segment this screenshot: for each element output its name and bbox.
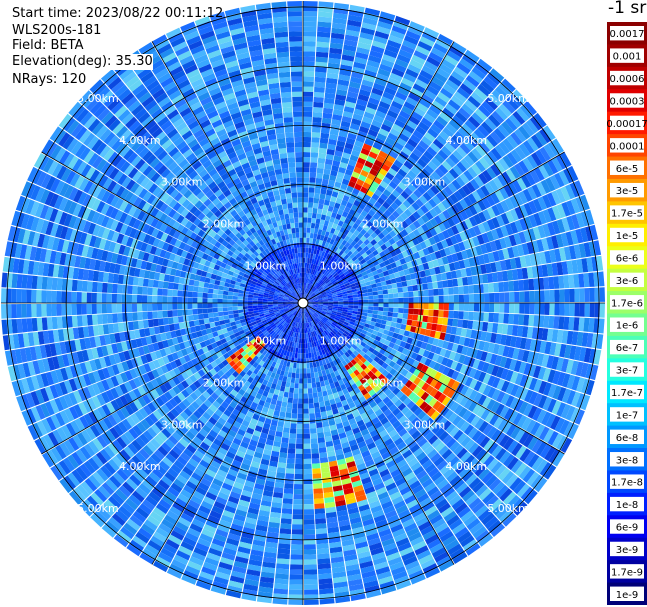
colorbar-label-bg xyxy=(610,541,644,557)
colorbar-label-bg xyxy=(610,496,644,512)
ring-label: 2.00km xyxy=(203,377,245,390)
colorbar-label-bg xyxy=(610,138,644,153)
colorbar-label-bg xyxy=(610,93,644,108)
azimuth-spoke xyxy=(302,151,565,304)
azimuth-spoke xyxy=(151,41,304,304)
azimuth-spoke xyxy=(302,41,455,304)
colorbar-label-bg xyxy=(610,227,644,243)
colorbar-label-bg xyxy=(610,564,644,579)
range-rings xyxy=(1,1,605,605)
colorbar-label: 6e-7 xyxy=(616,343,639,354)
colorbar-label: 1.7e-9 xyxy=(611,567,643,578)
azimuth-spoke xyxy=(302,302,455,565)
colorbar-label-bg xyxy=(610,182,644,198)
colorbar-label-bg xyxy=(610,474,644,489)
colorbar-label: 3e-6 xyxy=(616,276,639,287)
colorbar-label-bg xyxy=(610,70,644,86)
colorbar-label-bg xyxy=(610,519,644,534)
colorbar-label: 3e-7 xyxy=(616,366,639,377)
ring-label: 2.00km xyxy=(362,217,404,230)
colorbar-label-bg xyxy=(610,452,644,467)
ring-label: 5.00km xyxy=(77,502,119,515)
field-label: Field: BETA xyxy=(12,38,84,53)
colorbar-label: 1.7e-7 xyxy=(611,388,643,399)
ring-label: 4.00km xyxy=(445,460,487,473)
colorbar-label-bg xyxy=(610,295,644,310)
radar-center xyxy=(297,297,309,309)
colorbar-label: 1e-9 xyxy=(616,590,639,601)
colorbar-label: 0.0006 xyxy=(610,74,645,85)
elevation-label: Elevation(deg): 35.30 xyxy=(12,54,153,70)
ring-label: 3.00km xyxy=(404,418,446,431)
colorbar-label: 1e-8 xyxy=(616,500,639,511)
colorbar-label-bg xyxy=(610,586,644,601)
colorbar-label: 6e-8 xyxy=(616,433,639,444)
colorbar-label: 1e-6 xyxy=(616,321,639,332)
colorbar-label-bg xyxy=(610,250,644,265)
colorbar-label: 6e-5 xyxy=(616,164,639,175)
azimuth-spoke xyxy=(302,302,565,455)
colorbar-label-bg xyxy=(610,317,644,332)
ring-label: 2.00km xyxy=(203,217,245,230)
colorbar-label: 6e-6 xyxy=(616,253,639,264)
ring-labels: 1.00km 1.00km 1.00km 1.00km 2.00km 2.00km 2.00… xyxy=(77,92,529,515)
colorbar-label-bg xyxy=(610,48,644,63)
colorbar-title: -1 sr xyxy=(608,0,647,18)
ring-label: 4.00km xyxy=(119,460,161,473)
colorbar-label-bg xyxy=(610,362,644,377)
colorbar-label-bg xyxy=(610,205,644,220)
colorbar-label-bg xyxy=(610,339,644,355)
colorbar-label-bg xyxy=(610,407,644,422)
colorbar-label: 3e-9 xyxy=(616,545,639,556)
azimuth-spoke xyxy=(41,302,304,455)
azimuth-spoke xyxy=(41,151,304,304)
colorbar-label-bg xyxy=(610,384,644,400)
instrument-label: WLS200s-181 xyxy=(12,23,102,38)
ray-gates xyxy=(1,1,605,605)
colorbar-label-bg xyxy=(610,272,644,288)
colorbar-label: 0.0001 xyxy=(610,141,645,152)
colorbar: 0.0017 0.001 0.0006 0.0003 0.00017 0.0001 6e-5… xyxy=(607,22,647,605)
ring-label: 3.00km xyxy=(404,176,446,189)
ring-label: 1.00km xyxy=(245,259,287,272)
colorbar-label-bg xyxy=(610,160,644,175)
colorbar-label: 0.00017 xyxy=(607,119,647,130)
ring-label: 1.00km xyxy=(245,335,287,348)
colorbar-label: 1e-7 xyxy=(616,410,639,421)
ring-label: 5.00km xyxy=(487,92,529,105)
colorbar-label-bg xyxy=(610,26,644,41)
ring-label: 2.00km xyxy=(362,377,404,390)
ring-label: 4.00km xyxy=(445,134,487,147)
colorbar-label-bg xyxy=(610,115,644,131)
ring-label: 1.00km xyxy=(320,259,362,272)
ring-label: 3.00km xyxy=(161,176,203,189)
colorbar-label: 0.0017 xyxy=(610,29,645,40)
colorbar-label: 1e-5 xyxy=(616,231,639,242)
ring-label: 5.00km xyxy=(487,502,529,515)
azimuth-spoke xyxy=(151,302,304,565)
ring-label: 5.00km xyxy=(77,92,119,105)
colorbar-label: 1.7e-8 xyxy=(611,478,643,489)
colorbar-label: 3e-8 xyxy=(616,455,639,466)
colorbar-label: 6e-9 xyxy=(616,523,639,534)
colorbar-label-bg xyxy=(610,429,644,445)
start-time-label: Start time: 2023/08/22 00:11:12 xyxy=(12,6,224,21)
colorbar-label: 3e-5 xyxy=(616,186,639,197)
colorbar-label: 1.7e-6 xyxy=(611,298,643,309)
colorbar-label: 0.0003 xyxy=(610,96,645,107)
ring-label: 1.00km xyxy=(320,335,362,348)
ring-label: 3.00km xyxy=(161,418,203,431)
colorbar-label: 0.001 xyxy=(613,52,642,63)
colorbar-label: 1.7e-5 xyxy=(611,209,643,220)
nrays-label: NRays: 120 xyxy=(12,72,87,88)
ring-label: 4.00km xyxy=(119,134,161,147)
